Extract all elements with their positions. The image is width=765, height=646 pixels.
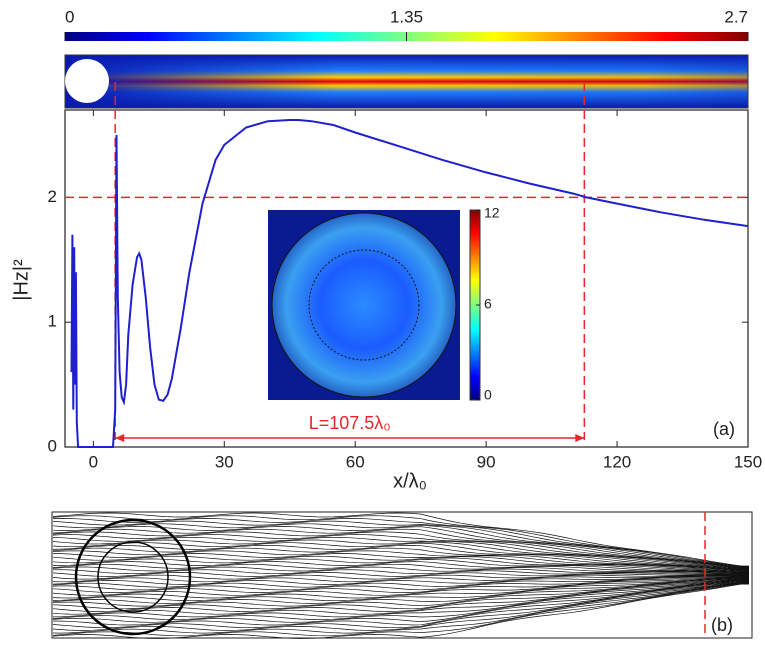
colorbar-tick-label: 2.7 xyxy=(724,7,748,26)
colorbar-tick-label: 1.35 xyxy=(390,7,423,26)
inset-map xyxy=(268,210,480,400)
x-tick-label: 90 xyxy=(477,452,496,471)
colorbar-tick-label: 0 xyxy=(65,7,74,26)
figure: |Hz|² x/λ₀ (a) (b) 01.352.70612030609012… xyxy=(0,0,765,641)
field-map xyxy=(65,55,748,108)
annotation: L=107.5λ₀ xyxy=(309,413,391,433)
x-axis-label: x/λ₀ xyxy=(393,470,427,492)
x-tick-label: 120 xyxy=(603,452,631,471)
x-tick-label: 30 xyxy=(215,452,234,471)
inset-colorbar-tick-label: 6 xyxy=(484,296,492,312)
panel-label: (b) xyxy=(711,615,733,635)
y-axis-label: |Hz|² xyxy=(10,259,32,301)
inset-colorbar-tick-label: 12 xyxy=(484,205,500,221)
y-tick-label: 0 xyxy=(48,436,57,455)
y-tick-label: 2 xyxy=(48,187,57,206)
x-tick-label: 0 xyxy=(89,452,98,471)
x-tick-label: 60 xyxy=(346,452,365,471)
y-tick-label: 1 xyxy=(48,312,57,331)
inset-colorbar-tick-label: 0 xyxy=(484,387,492,403)
streamline-panel xyxy=(52,512,752,639)
x-tick-label: 150 xyxy=(734,452,762,471)
panel-label: (a) xyxy=(713,419,735,439)
